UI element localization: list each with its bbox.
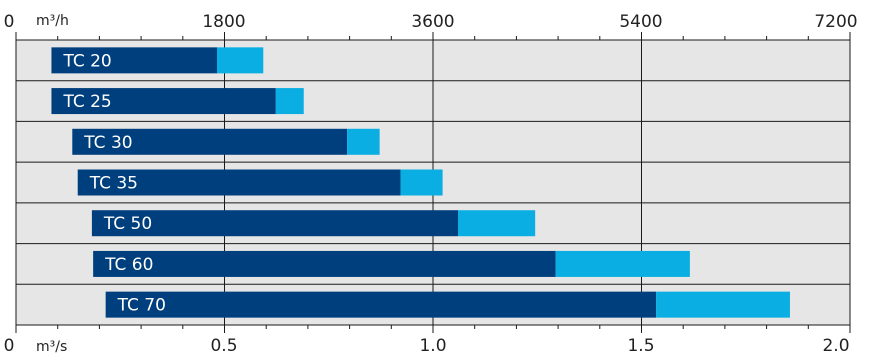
bar-label: TC 25 (62, 92, 111, 112)
bar-segment-light (275, 88, 304, 115)
bottom-axis-tick-label: 1.5 (627, 336, 654, 356)
bar-segment-light (400, 169, 443, 196)
bar-segment-dark (72, 128, 348, 155)
bar-segment-light (555, 250, 690, 277)
bar-segment-dark (51, 88, 276, 115)
top-axis-tick-label: 0 (4, 12, 15, 32)
axis-ticks (15, 32, 851, 333)
bottom-axis-tick-label: 1.0 (419, 336, 446, 356)
bottom-axis: 0 m³/s 0.5 1.0 1.5 2.0 (4, 336, 850, 356)
bars (51, 47, 790, 318)
bar-segment-dark (105, 291, 657, 318)
top-axis: 0 m³/h 1800 3600 5400 7200 (4, 12, 858, 32)
bar-label: TC 35 (89, 174, 138, 194)
bottom-axis-unit: m³/s (36, 339, 67, 355)
top-axis-tick-label: 1800 (202, 12, 245, 32)
top-axis-tick-label: 3600 (411, 12, 454, 32)
top-axis-tick-label: 5400 (619, 12, 662, 32)
bar-segment-dark (77, 169, 401, 196)
bar-labels: TC 20 TC 25 TC 30 TC 35 TC 50 TC 60 TC 70 (62, 51, 166, 315)
bar-label: TC 20 (62, 51, 111, 71)
bottom-axis-tick-label: 2.0 (822, 336, 849, 356)
bar-segment-light (216, 47, 264, 74)
bar-label: TC 70 (117, 296, 166, 316)
bar-segment-light (458, 210, 536, 237)
bar-label: TC 60 (104, 255, 153, 275)
bar-segment-light (656, 291, 790, 318)
bottom-axis-tick-label: 0 (4, 336, 15, 356)
bar-segment-dark (51, 47, 217, 74)
bar-segment-dark (91, 210, 459, 237)
bottom-axis-tick-label: 0.5 (210, 336, 237, 356)
bar-label: TC 30 (83, 133, 132, 153)
top-axis-tick-label: 7200 (814, 12, 857, 32)
bar-segment-light (347, 128, 380, 155)
top-axis-unit: m³/h (36, 13, 69, 29)
bar-segment-dark (93, 250, 556, 277)
bar-label: TC 50 (103, 214, 152, 234)
